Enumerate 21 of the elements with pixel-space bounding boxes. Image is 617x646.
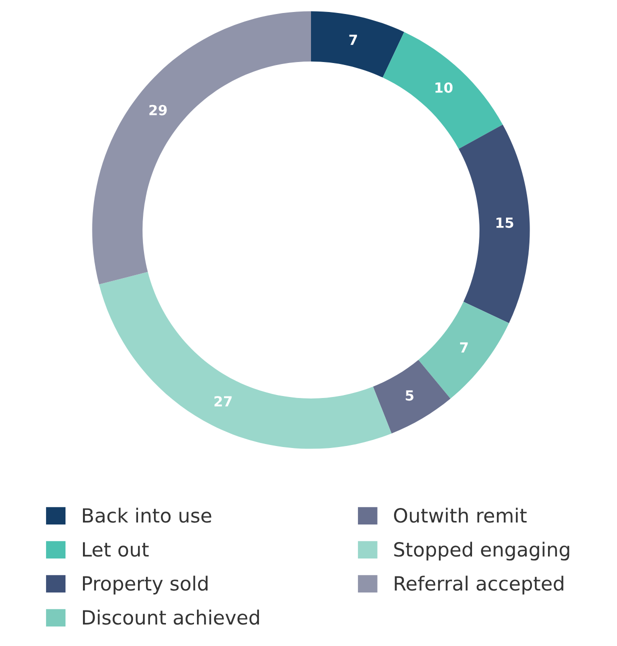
donut-slice	[99, 272, 392, 449]
legend-label: Property sold	[82, 576, 208, 595]
legend-label: Outwith remit	[394, 508, 527, 523]
data-label: 27	[214, 396, 232, 406]
legend-label: Discount achieved	[82, 610, 259, 625]
legend-label: Stopped engaging	[394, 542, 570, 561]
data-label: 7	[349, 34, 357, 45]
legend-label: Referral accepted	[394, 576, 564, 595]
legend-label: Back into use	[82, 508, 212, 523]
donut-slice	[382, 32, 503, 149]
data-label: 10	[435, 82, 453, 93]
legend-label: Let out	[82, 542, 149, 557]
data-label: 7	[460, 342, 468, 353]
donut-slice	[458, 124, 530, 324]
data-label: 15	[496, 218, 514, 228]
data-label: 29	[149, 104, 167, 116]
donut-slice	[311, 11, 404, 78]
donut-slice	[92, 11, 311, 284]
donut-slice	[418, 302, 509, 399]
data-label: 5	[406, 390, 414, 401]
donut-slice	[373, 360, 450, 434]
